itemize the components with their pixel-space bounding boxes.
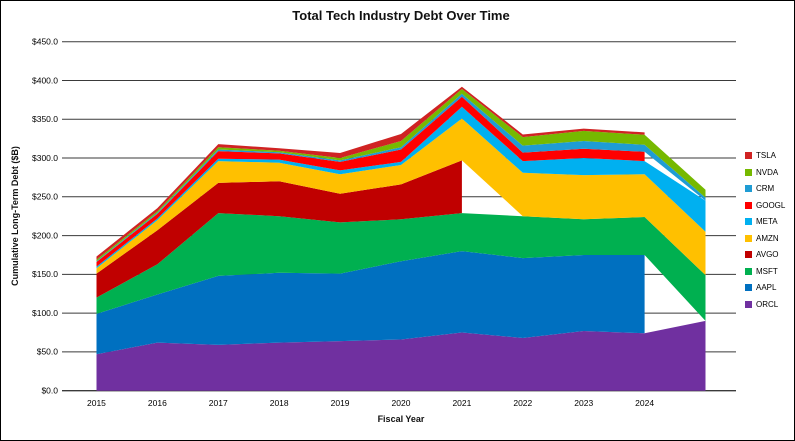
- y-tick-label: $100.0: [32, 308, 58, 318]
- legend-swatch-icon: [745, 218, 752, 225]
- legend-item-AVGO: AVGO: [745, 250, 785, 259]
- y-tick-label: $350.0: [32, 114, 58, 124]
- legend: TSLA NVDA CRM GOOGL META AMZN AVGO MSFT AAPL ORCL: [745, 152, 785, 308]
- legend-item-CRM: CRM: [745, 184, 785, 193]
- legend-label: GOOGL: [756, 200, 786, 210]
- legend-item-META: META: [745, 217, 785, 226]
- legend-label: AMZN: [756, 233, 779, 243]
- legend-label: CRM: [756, 184, 775, 193]
- legend-item-GOOGL: GOOGL: [745, 200, 786, 210]
- legend-swatch-icon: [745, 168, 752, 176]
- y-tick-label: $250.0: [32, 192, 58, 202]
- legend-label: MSFT: [756, 266, 778, 276]
- legend-label: ORCL: [756, 299, 779, 309]
- x-tick-label: 2018: [270, 398, 289, 408]
- y-tick-label: $300.0: [32, 153, 58, 163]
- legend-swatch-icon: [745, 234, 752, 242]
- legend-swatch-icon: [745, 201, 752, 209]
- x-tick-label: 2020: [392, 398, 411, 408]
- x-tick-label: 2021: [452, 398, 471, 408]
- x-tick-label: 2017: [209, 398, 228, 408]
- legend-label: NVDA: [756, 167, 779, 177]
- y-tick-label: $200.0: [32, 230, 58, 240]
- y-tick-label: $50.0: [37, 347, 59, 357]
- x-tick-label: 2019: [331, 398, 350, 408]
- legend-item-AAPL: AAPL: [745, 283, 785, 292]
- y-tick-label: $150.0: [32, 269, 58, 279]
- area-series-AMZN: [96, 118, 706, 276]
- legend-item-NVDA: NVDA: [745, 167, 785, 177]
- y-tick-label: $450.0: [32, 37, 58, 47]
- area-series-ORCL: [96, 320, 706, 391]
- legend-swatch-icon: [745, 152, 752, 159]
- y-tick-label: $0.0: [41, 386, 58, 396]
- legend-swatch-icon: [745, 185, 752, 192]
- legend-label: TSLA: [756, 151, 777, 160]
- legend-item-TSLA: TSLA: [745, 151, 785, 160]
- legend-item-ORCL: ORCL: [745, 299, 785, 309]
- legend-swatch-icon: [745, 284, 752, 291]
- area-series-GOOGL: [96, 96, 645, 267]
- y-tick-label: $400.0: [32, 75, 58, 85]
- chart-title: Total Tech Industry Debt Over Time: [292, 8, 510, 23]
- x-tick-label: 2023: [574, 398, 593, 408]
- x-tick-label: 2016: [148, 398, 167, 408]
- legend-swatch-icon: [745, 300, 752, 308]
- legend-swatch-icon: [745, 267, 752, 275]
- legend-swatch-icon: [745, 251, 752, 258]
- area-series-MSFT: [96, 213, 706, 321]
- legend-label: AAPL: [756, 283, 777, 292]
- x-tick-label: 2022: [513, 398, 532, 408]
- legend-item-AMZN: AMZN: [745, 233, 785, 243]
- legend-label: META: [756, 217, 778, 226]
- area-series-AAPL: [96, 251, 645, 355]
- x-tick-label: 2015: [87, 398, 106, 408]
- area-series-AVGO: [96, 160, 462, 298]
- x-tick-label: 2024: [635, 398, 654, 408]
- legend-item-MSFT: MSFT: [745, 266, 785, 276]
- legend-label: AVGO: [756, 250, 779, 259]
- x-axis-title: Fiscal Year: [377, 414, 425, 424]
